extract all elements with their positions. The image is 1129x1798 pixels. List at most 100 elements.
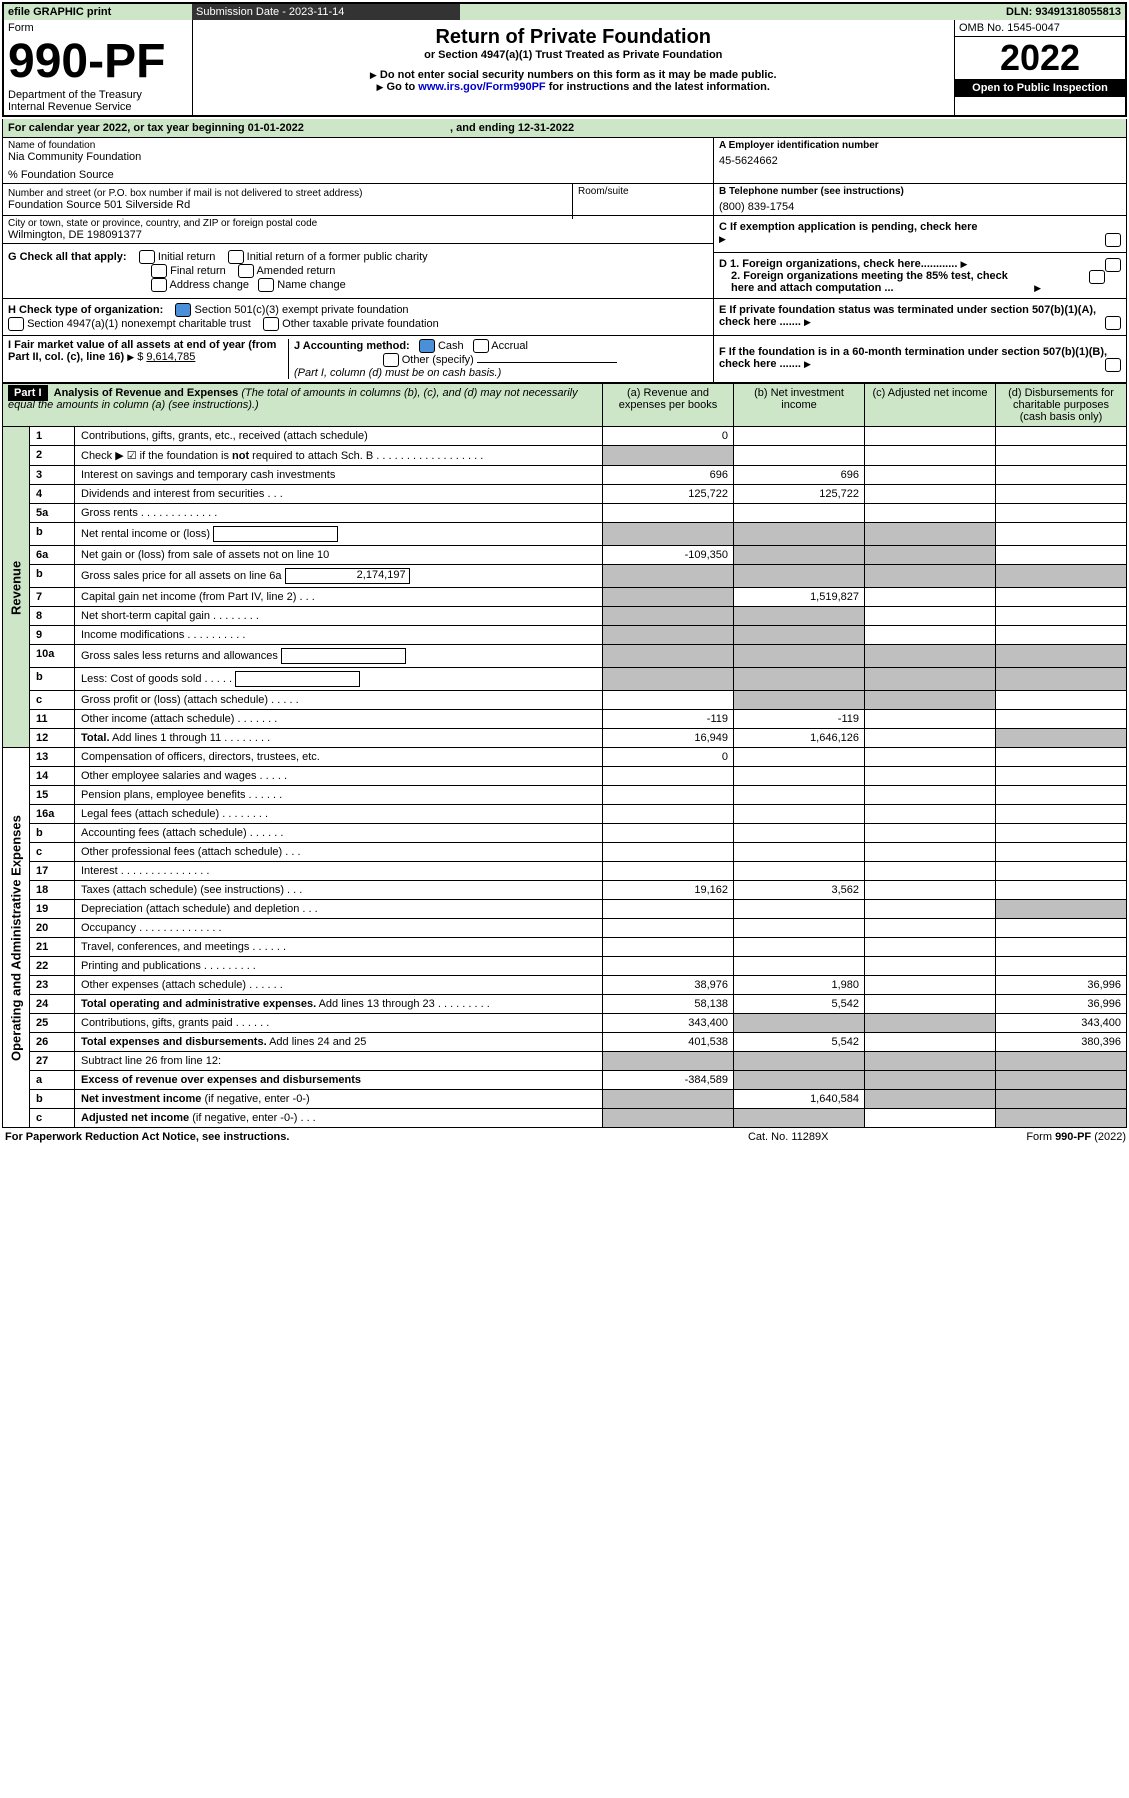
cell-a [603,626,734,645]
cell-d [996,588,1127,607]
cell-d: 380,396 [996,1033,1127,1052]
cell-b [734,1071,865,1090]
cell-a [603,1090,734,1109]
cell-c [865,729,996,748]
j3-chk[interactable] [383,353,399,367]
row-num: c [30,843,75,862]
f-chk[interactable] [1105,358,1121,372]
d1-chk[interactable] [1105,258,1121,272]
cal-end: , and ending 12-31-2022 [450,122,574,134]
row-num: 13 [30,748,75,767]
cell-b [734,805,865,824]
col-b: (b) Net investment income [734,384,865,427]
ein-lbl: A Employer identification number [719,140,1121,151]
g2: Initial return of a former public charit… [247,251,428,263]
h2: Section 4947(a)(1) nonexempt charitable … [27,318,251,330]
cell-d [996,645,1127,668]
cell-a [603,504,734,523]
arrow-icon [804,358,811,370]
cell-d [996,427,1127,446]
form-ftr: Form 990-PF (2022) [886,1128,1127,1146]
cell-c [865,1033,996,1052]
h2-chk[interactable] [8,317,24,331]
e-chk[interactable] [1105,316,1121,330]
row-text: Income modifications . . . . . . . . . . [75,626,603,645]
g3: Final return [170,265,226,277]
cell-d [996,523,1127,546]
row-text: Other professional fees (attach schedule… [75,843,603,862]
row-num: 23 [30,976,75,995]
g5: Address change [170,279,250,291]
cell-d [996,919,1127,938]
cell-c [865,805,996,824]
cell-d [996,786,1127,805]
row-num: 22 [30,957,75,976]
goto-post: for instructions and the latest informat… [549,81,770,93]
row-text: Other employee salaries and wages . . . … [75,767,603,786]
cell-c [865,691,996,710]
g6-chk[interactable] [258,278,274,292]
cell-d [996,1109,1127,1128]
cell-c [865,957,996,976]
row-text: Legal fees (attach schedule) . . . . . .… [75,805,603,824]
cell-b [734,824,865,843]
col-a: (a) Revenue and expenses per books [603,384,734,427]
j1-chk[interactable] [419,339,435,353]
cell-d [996,485,1127,504]
row-text: Gross sales price for all assets on line… [75,565,603,588]
cell-c [865,523,996,546]
h1-chk[interactable] [175,303,191,317]
row-num: 17 [30,862,75,881]
cell-b [734,626,865,645]
form990pf-link[interactable]: www.irs.gov/Form990PF [418,81,545,93]
form-lbl: Form [8,22,34,34]
row-text: Contributions, gifts, grants paid . . . … [75,1014,603,1033]
row-num: 16a [30,805,75,824]
g2-chk[interactable] [228,250,244,264]
row-num: 20 [30,919,75,938]
row-text: Gross sales less returns and allowances [75,645,603,668]
j2-chk[interactable] [473,339,489,353]
row-num: b [30,523,75,546]
cell-c [865,843,996,862]
cell-d [996,900,1127,919]
cell-c [865,504,996,523]
cell-c [865,786,996,805]
cell-a [603,805,734,824]
cell-a [603,957,734,976]
cell-b [734,546,865,565]
row-text: Depreciation (attach schedule) and deple… [75,900,603,919]
row-text: Adjusted net income (if negative, enter … [75,1109,603,1128]
h3-chk[interactable] [263,317,279,331]
cell-d [996,446,1127,466]
g1-chk[interactable] [139,250,155,264]
cell-c [865,748,996,767]
cell-d [996,767,1127,786]
row-num: 2 [30,446,75,466]
g3-chk[interactable] [151,264,167,278]
row-text: Interest . . . . . . . . . . . . . . . [75,862,603,881]
form-number: 990-PF [8,34,188,89]
d2-chk[interactable] [1089,270,1105,284]
g5-chk[interactable] [151,278,167,292]
cell-b [734,668,865,691]
c-lbl: C If exemption application is pending, c… [719,221,978,233]
form-title: Return of Private Foundation [197,26,951,49]
cell-a: -109,350 [603,546,734,565]
i-lbl: I Fair market value of all assets at end… [8,339,276,363]
cell-a: 16,949 [603,729,734,748]
i-val: 9,614,785 [146,351,195,363]
row-num: 27 [30,1052,75,1071]
row-text: Net rental income or (loss) [75,523,603,546]
cell-d [996,691,1127,710]
row-num: 5a [30,504,75,523]
row-num: b [30,668,75,691]
g4-chk[interactable] [238,264,254,278]
cell-a: 58,138 [603,995,734,1014]
c-chk[interactable] [1105,233,1121,247]
row-text: Pension plans, employee benefits . . . .… [75,786,603,805]
cell-a [603,938,734,957]
cell-d [996,881,1127,900]
cell-d [996,626,1127,645]
cell-a: -384,589 [603,1071,734,1090]
